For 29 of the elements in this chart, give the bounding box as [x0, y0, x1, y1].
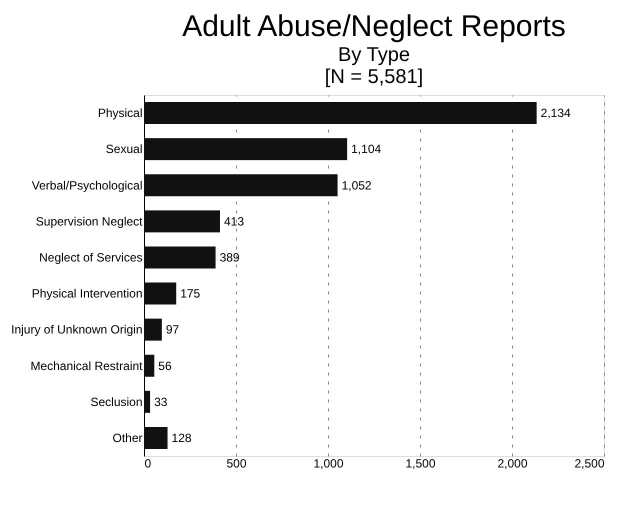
data-label: 2,134	[540, 106, 572, 120]
data-label: 389	[220, 250, 240, 264]
x-tick-label: 2,000	[497, 456, 528, 470]
data-label: 33	[154, 394, 168, 409]
y-tick-label: Seclusion	[90, 394, 142, 409]
data-label: 97	[166, 322, 180, 337]
chart-title: Adult Abuse/Neglect Reports	[182, 10, 566, 43]
data-label: 1,104	[351, 142, 382, 156]
y-tick-label: Neglect of Services	[39, 250, 142, 264]
text: [N = 5,581]	[324, 66, 424, 88]
chart-subtitle: By Type	[338, 44, 410, 66]
data-label: 56	[158, 358, 172, 373]
x-tick-label: 2,500	[574, 456, 605, 470]
x-tick-label: 0	[144, 456, 152, 470]
x-tick-label: 1,500	[405, 456, 436, 470]
y-tick-label: Sexual	[106, 142, 142, 156]
data-label: 175	[180, 286, 201, 301]
x-tick-label: 1,000	[313, 456, 344, 470]
y-tick-label: Mechanical Restraint	[30, 358, 144, 373]
data-label: 128	[172, 430, 192, 445]
y-tick-label: Other	[112, 430, 142, 445]
y-tick-label: Injury of Unknown Origin	[11, 322, 142, 337]
data-label: 1,052	[342, 178, 372, 192]
y-tick-label: Physical Intervention	[32, 286, 142, 301]
y-tick-label: Supervision Neglect	[36, 214, 144, 228]
y-tick-label: Verbal/Psychological	[32, 178, 142, 192]
x-tick-label: 500	[226, 456, 247, 470]
data-label: 413	[224, 214, 244, 228]
y-tick-label: Physical	[98, 106, 142, 120]
